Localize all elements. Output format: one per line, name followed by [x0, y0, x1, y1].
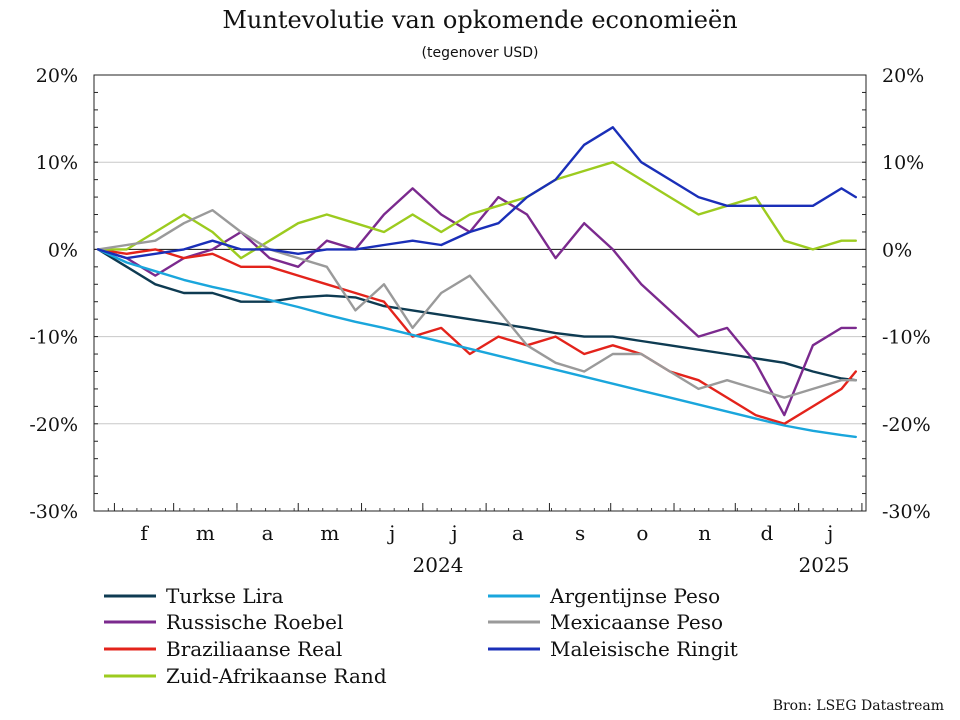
y-tick-label-left: 10%: [36, 152, 78, 174]
y-tick-label-left: 0%: [48, 239, 78, 261]
month-label: j: [387, 521, 395, 545]
legend-label: Russische Roebel: [166, 610, 343, 634]
month-label: m: [196, 521, 215, 545]
legend-label: Braziliaanse Real: [166, 637, 342, 661]
month-label: j: [449, 521, 457, 545]
legend-label: Maleisische Ringit: [550, 637, 738, 661]
grid-layer: [94, 161, 866, 425]
month-label: o: [636, 521, 648, 545]
month-label: j: [825, 521, 833, 545]
month-label: a: [512, 521, 524, 545]
series-line-maleisische-ringit: [96, 126, 857, 260]
month-label: a: [262, 521, 274, 545]
month-label: f: [140, 521, 149, 545]
series-layer: [96, 126, 857, 439]
y-tick-label-left: -30%: [29, 501, 78, 523]
y-tick-label-right: 10%: [882, 152, 924, 174]
chart-subtitle: (tegenover USD): [422, 45, 539, 61]
source-note: Bron: LSEG Datastream: [773, 698, 944, 714]
chart-title: Muntevolutie van opkomende economieën: [222, 6, 737, 34]
month-label: d: [761, 521, 774, 545]
y-tick-label-right: -30%: [882, 501, 931, 523]
y-tick-label-right: -20%: [882, 414, 931, 436]
month-label: s: [575, 521, 585, 545]
month-label: n: [698, 521, 711, 545]
year-label: 2024: [413, 553, 464, 577]
series-line-argentijnse-peso: [96, 248, 857, 439]
y-tick-label-left: -10%: [29, 327, 78, 349]
legend-label: Zuid-Afrikaanse Rand: [166, 664, 387, 688]
year-label: 2025: [799, 553, 850, 577]
series-line-braziliaanse-real: [96, 248, 857, 425]
series-line-russische-roebel: [96, 187, 857, 417]
legend-label: Turkse Lira: [166, 584, 284, 608]
y-tick-label-right: 0%: [882, 239, 912, 261]
axis-layer: 20% 20% 10% 10% 0% 0% -10% -10% -20% -20% -30% -30%…: [29, 65, 930, 577]
legend-label: Argentijnse Peso: [549, 584, 720, 608]
y-tick-label-right: -10%: [882, 327, 931, 349]
y-tick-label-left: 20%: [36, 65, 78, 87]
plot-frame: [93, 74, 867, 512]
y-tick-label-right: 20%: [882, 65, 924, 87]
series-line-mexicaanse-peso: [96, 208, 857, 399]
series-line-turkse-lira: [96, 248, 857, 382]
legend-label: Mexicaanse Peso: [550, 610, 723, 634]
y-tick-label-left: -20%: [29, 414, 78, 436]
month-label: m: [320, 521, 339, 545]
